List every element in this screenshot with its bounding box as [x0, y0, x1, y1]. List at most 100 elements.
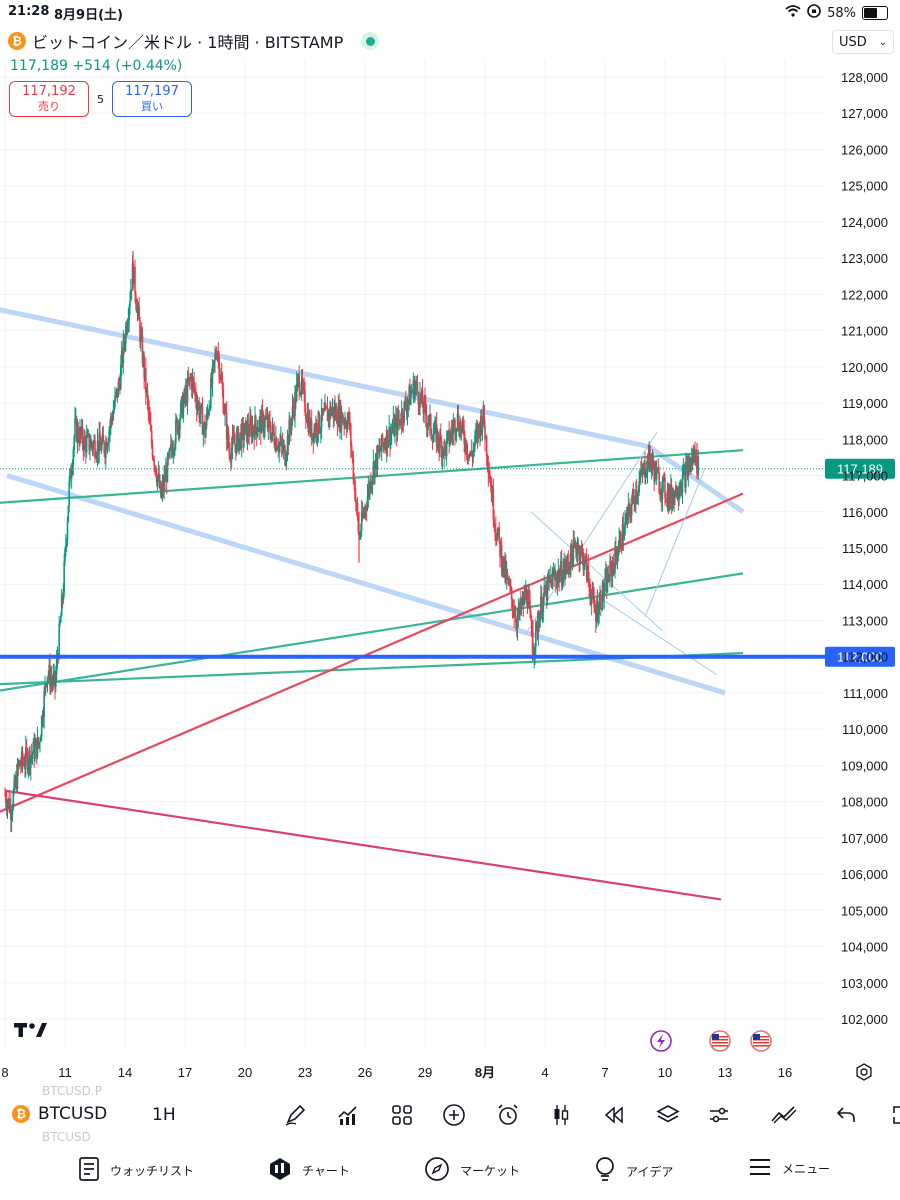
candle-body — [496, 532, 499, 541]
compare-trend-icon[interactable] — [770, 1101, 798, 1129]
interval-selector[interactable]: 1H — [152, 1105, 176, 1125]
candle-body — [356, 502, 359, 517]
candle-body — [32, 741, 35, 754]
candle-body — [83, 435, 85, 451]
candle-body — [180, 397, 183, 403]
candle-body — [416, 382, 419, 393]
fullscreen-icon[interactable] — [884, 1101, 900, 1129]
candle-body — [258, 419, 260, 431]
candle-body — [466, 454, 469, 456]
candle-body — [441, 449, 444, 458]
candle-body — [650, 463, 653, 469]
candle-body — [599, 594, 601, 602]
candle-body — [215, 357, 218, 359]
drawing-pen-icon[interactable] — [281, 1101, 309, 1129]
add-icon[interactable] — [440, 1101, 468, 1129]
candle-body — [341, 412, 344, 423]
nav-label: チャート — [302, 1164, 350, 1178]
candle-body — [179, 418, 181, 431]
candle-body — [491, 489, 494, 501]
candle-body — [85, 436, 88, 453]
layers-icon[interactable] — [654, 1101, 682, 1129]
candle-body — [440, 434, 442, 441]
candle-body — [203, 422, 205, 427]
candle-body — [443, 441, 445, 457]
candle-body — [269, 421, 271, 433]
currency-select[interactable]: USD ⌄ — [832, 30, 894, 54]
candle-body — [298, 375, 300, 391]
candle-body — [397, 414, 400, 422]
candle-body — [175, 419, 178, 421]
candle-body — [494, 526, 496, 529]
candle-body — [415, 384, 417, 386]
status-time: 21:28 — [8, 4, 50, 19]
candle-body — [439, 434, 441, 449]
nav-ideas[interactable]: アイデア — [594, 1156, 673, 1187]
nav-menu[interactable]: メニュー — [748, 1156, 830, 1181]
price-tick-label: 103,000 — [841, 976, 888, 991]
candle-body — [164, 476, 166, 482]
candle-body — [284, 445, 286, 465]
nav-watchlist[interactable]: ウォッチリスト — [78, 1156, 194, 1185]
candle-body — [105, 442, 108, 450]
candle-body — [239, 432, 241, 439]
candle-body — [54, 671, 56, 688]
candle-body — [480, 415, 482, 437]
candle-body — [548, 577, 550, 582]
candle-body — [394, 422, 396, 437]
replay-icon[interactable] — [600, 1101, 628, 1129]
candle-body — [261, 410, 264, 414]
candle-body — [102, 434, 105, 442]
candle-body — [115, 393, 117, 396]
candlestick-type-icon[interactable] — [547, 1101, 575, 1129]
candle-body — [380, 434, 383, 451]
pattern-line — [600, 598, 718, 676]
symbol-header[interactable]: ₿ ビットコイン／米ドル · 1時間 · BITSTAMP — [8, 28, 380, 54]
candle-body — [266, 416, 269, 429]
candle-body — [413, 380, 415, 399]
candle-body — [168, 449, 170, 457]
symbol-title[interactable]: ビットコイン／米ドル · 1時間 · BITSTAMP — [32, 33, 344, 52]
candle-body — [340, 404, 342, 429]
candle-body — [108, 430, 110, 442]
candle-body — [346, 420, 349, 430]
candle-body — [196, 405, 199, 410]
alarm-clock-icon[interactable] — [494, 1101, 522, 1129]
nav-chart[interactable]: チャート — [268, 1156, 350, 1185]
last-price: 117,189 — [10, 58, 68, 74]
candle-body — [515, 623, 518, 629]
candle-body — [458, 428, 460, 436]
candle-body — [233, 437, 235, 445]
time-tick-label: 11 — [58, 1065, 72, 1080]
tradingview-logo[interactable] — [14, 1021, 48, 1041]
price-tick-label: 117,000 — [842, 469, 888, 484]
sell-button[interactable]: 117,192 売り — [9, 81, 89, 117]
candle-body — [345, 426, 348, 430]
symbol-selector[interactable]: ₿ BTCUSD — [12, 1104, 107, 1124]
candle-body — [525, 588, 527, 599]
candle-body — [247, 423, 250, 435]
undo-icon[interactable] — [832, 1101, 860, 1129]
indicators-icon[interactable] — [334, 1101, 362, 1129]
flag-stripe — [753, 1039, 769, 1041]
time-tick-label: 14 — [118, 1065, 132, 1080]
buy-button[interactable]: 117,197 買い — [112, 81, 192, 117]
candle-body — [259, 416, 261, 420]
candle-body — [349, 424, 351, 426]
compass-icon — [424, 1156, 450, 1185]
candle-body — [495, 535, 498, 541]
candle-body — [529, 600, 531, 612]
sliders-icon[interactable] — [705, 1101, 733, 1129]
price-chart[interactable]: 117,189 112,000 128,000 127,000 126,000 125,… — [0, 0, 900, 1090]
candle-body — [365, 506, 367, 510]
candle-body — [618, 539, 620, 553]
candle-body — [93, 440, 95, 443]
candle-body — [369, 480, 371, 493]
chart-settings-icon[interactable] — [854, 1062, 874, 1082]
candle-body — [47, 675, 50, 678]
nav-markets[interactable]: マーケット — [424, 1156, 520, 1185]
candle-body — [65, 545, 67, 550]
layout-grid-icon[interactable] — [388, 1101, 416, 1129]
candle-body — [118, 382, 120, 384]
candle-body — [420, 390, 423, 400]
